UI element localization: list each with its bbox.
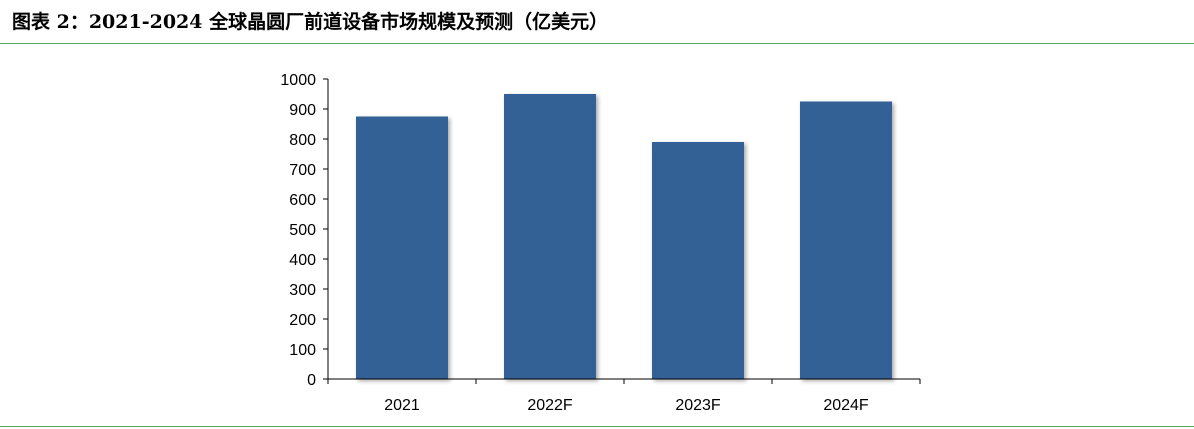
x-tick-labels: 2021 2022F 2023F 2024F bbox=[384, 397, 869, 414]
footer-divider bbox=[0, 426, 1194, 427]
x-tick-label-2022f: 2022F bbox=[527, 397, 573, 414]
bar-2022f bbox=[504, 94, 596, 379]
y-tick-label-700: 700 bbox=[289, 162, 316, 179]
y-tick-label-500: 500 bbox=[289, 222, 316, 239]
y-tick-label-800: 800 bbox=[289, 132, 316, 149]
y-tick-label-100: 100 bbox=[289, 342, 316, 359]
x-tick-label-2023f: 2023F bbox=[675, 397, 721, 414]
y-tick-label-1000: 1000 bbox=[280, 72, 316, 89]
header-divider bbox=[0, 43, 1194, 44]
y-tick-label-600: 600 bbox=[289, 192, 316, 209]
bar-series bbox=[356, 94, 892, 379]
y-tick-label-300: 300 bbox=[289, 282, 316, 299]
y-tick-label-900: 900 bbox=[289, 102, 316, 119]
figure-header: 图表 2：2021-2024 全球晶圆厂前道设备市场规模及预测（亿美元） bbox=[0, 0, 1194, 44]
bar-2023f bbox=[652, 142, 744, 379]
bar-2021 bbox=[356, 116, 448, 379]
chart-axes bbox=[323, 78, 921, 384]
y-tick-label-0: 0 bbox=[307, 372, 316, 389]
y-tick-labels: 0 100 200 300 400 500 600 700 800 900 1000 bbox=[280, 72, 316, 389]
y-tick-label-200: 200 bbox=[289, 312, 316, 329]
bar-2024f bbox=[800, 101, 892, 379]
x-tick-label-2021: 2021 bbox=[384, 397, 420, 414]
y-tick-label-400: 400 bbox=[289, 252, 316, 269]
figure-title: 图表 2：2021-2024 全球晶圆厂前道设备市场规模及预测（亿美元） bbox=[12, 11, 609, 33]
x-tick-label-2024f: 2024F bbox=[823, 397, 869, 414]
